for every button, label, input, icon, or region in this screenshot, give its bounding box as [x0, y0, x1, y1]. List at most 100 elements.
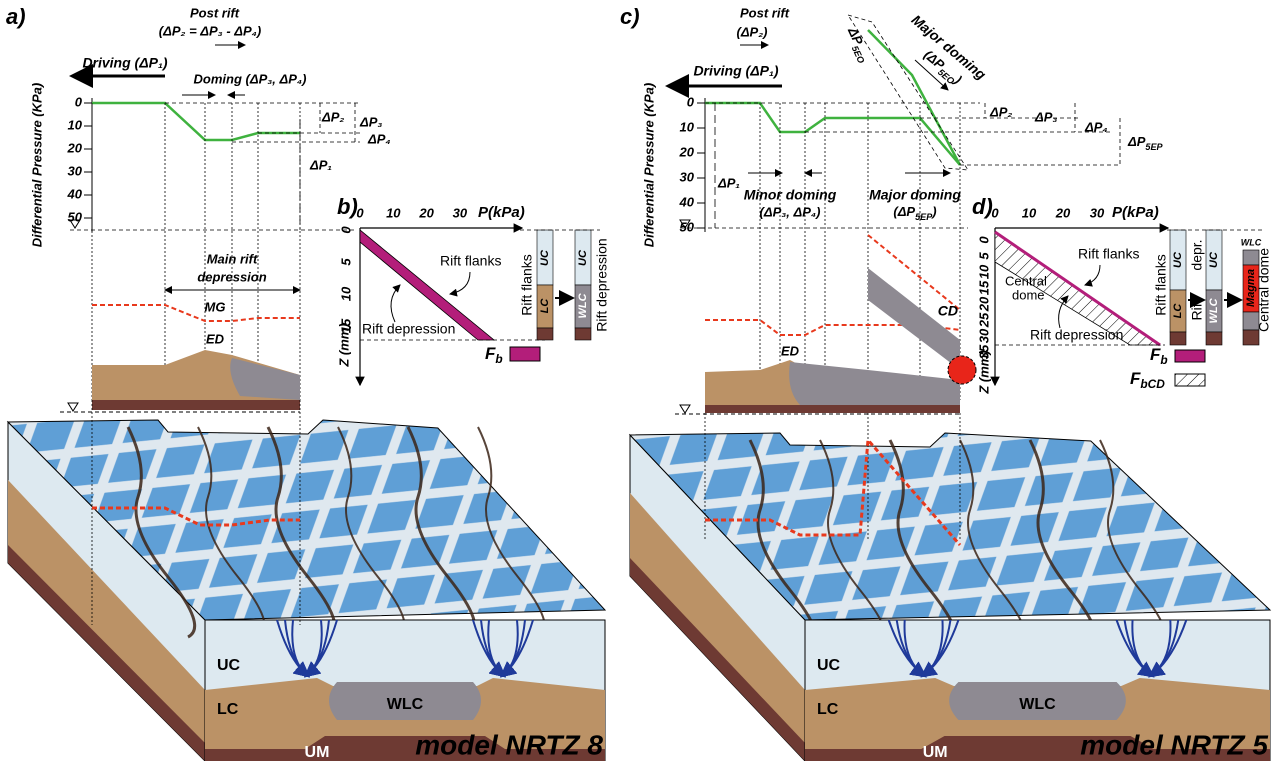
y-tick-label: 20 — [976, 296, 991, 312]
label: ED — [781, 343, 800, 358]
label: MG — [205, 299, 226, 314]
label: Rift flanks — [519, 254, 535, 315]
label: ΔP₂ — [321, 109, 344, 124]
text-subscript: 5EP — [1145, 142, 1163, 152]
label: LC — [217, 701, 239, 718]
section-wlc — [789, 362, 960, 405]
y-tick-label: 0 — [687, 94, 695, 109]
label: dome — [1012, 287, 1045, 302]
label: P(kPa) — [1112, 204, 1159, 221]
y-tick-label: 25 — [976, 312, 991, 328]
y-tick-label: 5 — [976, 252, 991, 260]
label: ΔP₁ — [309, 157, 332, 172]
label: Rift depression — [362, 321, 455, 337]
legend-swatch — [510, 347, 540, 361]
water-level — [680, 405, 690, 413]
label: LC — [1172, 303, 1184, 319]
label: ΔP₄ — [1084, 119, 1108, 134]
x-tick-label: 30 — [1090, 205, 1105, 220]
label: UM — [923, 744, 948, 761]
text-main: F — [485, 344, 496, 363]
y-tick-label: 50 — [68, 209, 83, 224]
y-tick-label: 0 — [75, 94, 83, 109]
label: Differential Pressure (KPa) — [29, 83, 44, 248]
label: Rift flanks — [440, 253, 501, 269]
column-layer — [1170, 332, 1186, 345]
label: FbCD — [1130, 369, 1165, 391]
label: Rift depression — [594, 238, 610, 331]
label: UC — [1172, 251, 1184, 268]
y-tick-label: 15 — [976, 280, 991, 295]
label: LC — [817, 701, 839, 718]
text-main: F — [1130, 369, 1141, 388]
label: UC — [1208, 251, 1220, 268]
label: c) — [620, 4, 640, 29]
label: Minor doming — [744, 187, 837, 203]
text-main: (ΔP — [893, 204, 915, 219]
x-tick-label: 20 — [1055, 205, 1071, 220]
y-tick-label: 0 — [976, 236, 991, 244]
label: (ΔP₂) — [736, 24, 767, 39]
section-cd — [868, 268, 960, 370]
text-subscript: bCD — [1140, 377, 1165, 391]
label: P(kPa) — [478, 204, 525, 221]
label: WLC — [577, 292, 589, 318]
label: LC — [539, 298, 551, 314]
text-main: ΔP — [1127, 134, 1146, 149]
label: model NRTZ 5 — [1080, 729, 1268, 760]
label: ΔP₃ — [359, 114, 382, 129]
water-level — [68, 403, 78, 411]
label: Rift — [1189, 299, 1205, 320]
magma — [948, 356, 976, 384]
pointer — [391, 285, 400, 322]
legend-swatch — [1175, 350, 1205, 362]
y-tick-label: 30 — [976, 328, 991, 343]
text-main: ΔP — [844, 24, 866, 47]
label: b) — [337, 194, 358, 219]
column-layer — [575, 328, 591, 340]
label: UC — [577, 249, 589, 266]
figure: UCLCWLCUMmodel NRTZ 8UCLCWLCUMmodel NRTZ… — [0, 0, 1273, 761]
y-tick-label: 20 — [679, 144, 695, 159]
label: depr. — [1189, 239, 1205, 270]
y-tick-label: 0 — [338, 226, 353, 234]
x-tick-label: 10 — [1022, 205, 1037, 220]
column-layer — [537, 328, 553, 340]
label: WLC — [1241, 237, 1262, 247]
x-tick-label: 0 — [356, 205, 364, 220]
label: depression — [197, 269, 266, 284]
y-tick-label: 10 — [68, 117, 83, 132]
label: model NRTZ 8 — [415, 729, 603, 760]
y-tick-label: 30 — [68, 163, 83, 178]
column-layer — [1206, 332, 1222, 345]
label: CD — [938, 303, 958, 319]
moho-proxy — [92, 305, 300, 321]
label: ΔP5EP — [1127, 134, 1164, 152]
label: (ΔP₃, ΔP₄) — [760, 204, 821, 219]
x-tick-label: 10 — [386, 205, 401, 220]
label: Differential Pressure (KPa) — [641, 83, 656, 248]
y-tick-label: 30 — [680, 169, 695, 184]
label: Major doming — [869, 187, 961, 203]
text-subscript: b — [495, 352, 502, 366]
y-tick-label: 10 — [680, 119, 695, 134]
label: d) — [972, 194, 993, 219]
x-tick-label: 0 — [991, 205, 999, 220]
pointer — [450, 272, 470, 294]
x-tick-label: 20 — [418, 205, 434, 220]
label: ΔP₃ — [1034, 109, 1057, 124]
label: Doming (ΔP₃, ΔP₄) — [194, 71, 307, 86]
label: Central dome — [1256, 248, 1272, 332]
label: Post rift — [740, 5, 790, 20]
label: ΔP₄ — [367, 131, 391, 146]
section-um — [705, 405, 960, 413]
pressure-curve — [92, 103, 300, 140]
label: WLC — [1019, 696, 1056, 713]
text-subscript: b — [1160, 353, 1167, 367]
label: (ΔP5EP) — [893, 204, 936, 222]
y-tick-label: 5 — [338, 258, 353, 266]
section-um — [92, 400, 300, 410]
label: Driving (ΔP₁) — [693, 63, 778, 79]
y-tick-label: 50 — [680, 219, 695, 234]
section-wlc — [230, 358, 300, 400]
